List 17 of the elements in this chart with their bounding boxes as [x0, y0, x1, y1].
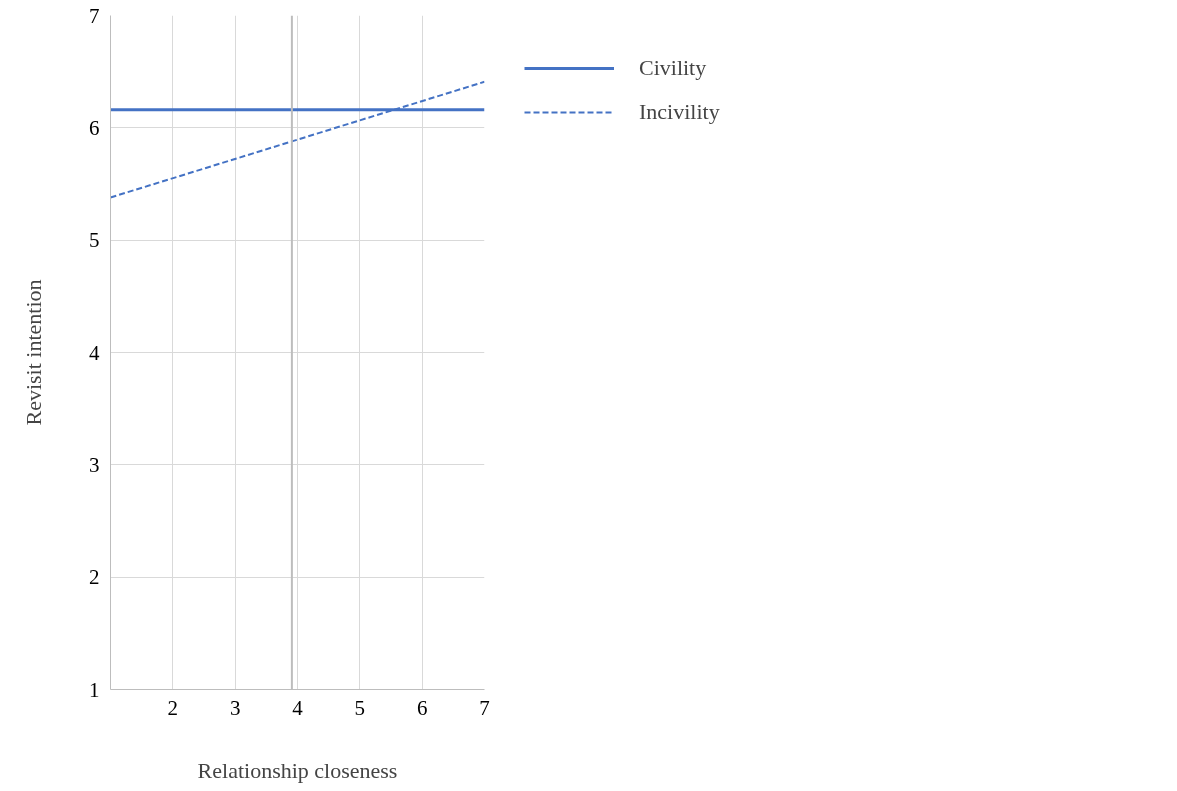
x-tick-label: 4 — [292, 695, 304, 720]
x-tick-label: 7 — [479, 695, 490, 720]
y-tick-label: 5 — [89, 228, 100, 253]
y-tick-label: 4 — [89, 340, 100, 365]
x-tick-label: 2 — [167, 695, 179, 720]
x-tick-label: 6 — [416, 695, 428, 720]
y-tick-label: 1 — [89, 677, 100, 702]
y-axis-title: Revisit intention — [21, 279, 46, 426]
legend-label: Civility — [639, 55, 707, 81]
x-tick-label: 5 — [354, 695, 366, 720]
y-tick-label: 6 — [89, 115, 100, 140]
y-tick-label: 7 — [89, 3, 100, 28]
y-tick-label: 3 — [89, 452, 100, 477]
x-tick-label: 3 — [229, 695, 241, 720]
y-tick-label: 2 — [89, 565, 100, 590]
x-axis-title: Relationship closeness — [197, 757, 398, 783]
legend-label: Incivility — [639, 99, 720, 125]
